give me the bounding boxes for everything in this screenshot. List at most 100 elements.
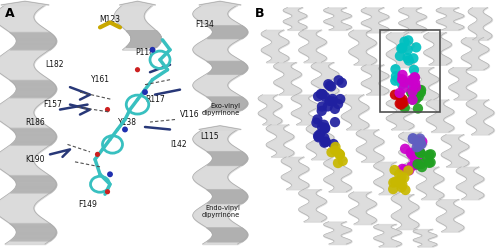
Point bbox=[414, 162, 422, 166]
Point bbox=[392, 79, 400, 83]
Point bbox=[416, 161, 424, 165]
Point bbox=[412, 45, 420, 49]
Point bbox=[402, 188, 409, 192]
Point bbox=[417, 88, 425, 92]
Point bbox=[400, 101, 407, 105]
Point bbox=[317, 92, 325, 96]
Point bbox=[410, 75, 418, 79]
Point bbox=[410, 77, 418, 81]
Point bbox=[425, 153, 433, 157]
Point bbox=[398, 100, 406, 104]
Point bbox=[318, 92, 326, 96]
Point bbox=[312, 121, 320, 125]
Point bbox=[405, 168, 413, 172]
Point bbox=[404, 169, 412, 173]
Point bbox=[320, 136, 328, 140]
Point bbox=[405, 81, 413, 85]
Point bbox=[148, 48, 156, 52]
Point bbox=[392, 180, 400, 184]
Point bbox=[404, 48, 412, 52]
Text: L182: L182 bbox=[45, 60, 64, 69]
Point bbox=[394, 77, 402, 81]
Point bbox=[418, 139, 426, 143]
Point bbox=[327, 84, 335, 88]
Point bbox=[398, 167, 406, 171]
Point bbox=[398, 100, 406, 104]
Point bbox=[427, 152, 435, 156]
Point bbox=[334, 78, 342, 82]
Text: F134: F134 bbox=[195, 20, 214, 29]
Point bbox=[398, 98, 406, 102]
Point bbox=[104, 108, 112, 112]
Point bbox=[331, 120, 339, 124]
Point bbox=[398, 77, 406, 81]
Point bbox=[396, 94, 404, 98]
Point bbox=[318, 125, 326, 129]
Point bbox=[414, 149, 422, 153]
Point bbox=[406, 151, 414, 155]
Point bbox=[401, 106, 409, 110]
Point bbox=[412, 163, 420, 167]
Point bbox=[416, 141, 424, 145]
Text: L115: L115 bbox=[200, 132, 218, 141]
Point bbox=[411, 75, 419, 79]
Point bbox=[410, 68, 418, 72]
Point bbox=[409, 137, 417, 141]
Point bbox=[415, 138, 423, 142]
Point bbox=[389, 187, 397, 191]
Point bbox=[396, 102, 404, 106]
Text: F149: F149 bbox=[78, 200, 97, 209]
Point bbox=[94, 152, 102, 156]
Point bbox=[412, 85, 420, 89]
Point bbox=[406, 78, 414, 82]
Text: F157: F157 bbox=[44, 100, 62, 109]
Point bbox=[316, 132, 324, 136]
Point bbox=[416, 150, 424, 154]
Point bbox=[396, 91, 404, 95]
Point bbox=[318, 109, 326, 113]
Point bbox=[412, 139, 420, 143]
Point bbox=[392, 74, 400, 78]
Point bbox=[418, 165, 426, 169]
Text: M123: M123 bbox=[100, 15, 120, 24]
Point bbox=[326, 84, 334, 88]
Text: A: A bbox=[5, 7, 15, 20]
Point bbox=[418, 142, 426, 146]
Point bbox=[426, 160, 434, 164]
Point bbox=[121, 127, 129, 131]
Point bbox=[401, 147, 409, 151]
Point bbox=[414, 95, 422, 99]
Point bbox=[414, 144, 422, 148]
Point bbox=[413, 145, 421, 149]
Point bbox=[408, 98, 416, 102]
Point bbox=[400, 168, 408, 172]
Point bbox=[398, 175, 406, 179]
Point bbox=[398, 183, 406, 187]
Point bbox=[338, 81, 346, 85]
Point bbox=[329, 99, 337, 103]
Point bbox=[392, 67, 400, 71]
Bar bbox=[380, 30, 440, 112]
Point bbox=[324, 82, 332, 86]
Point bbox=[134, 68, 141, 72]
Point bbox=[416, 151, 424, 155]
Point bbox=[397, 103, 405, 107]
Point bbox=[423, 156, 431, 160]
Point bbox=[425, 161, 433, 165]
Point bbox=[338, 159, 346, 163]
Point bbox=[408, 165, 416, 169]
Polygon shape bbox=[199, 1, 241, 5]
Point bbox=[400, 40, 408, 44]
Point bbox=[408, 98, 416, 102]
Text: Y138: Y138 bbox=[118, 118, 137, 126]
Point bbox=[330, 142, 338, 146]
Point bbox=[404, 56, 411, 60]
Point bbox=[391, 93, 399, 97]
Point bbox=[400, 86, 407, 90]
Point bbox=[324, 104, 332, 108]
Point bbox=[321, 127, 329, 131]
Point bbox=[332, 145, 340, 149]
Point bbox=[336, 97, 344, 101]
Point bbox=[318, 92, 326, 96]
Point bbox=[334, 161, 342, 165]
